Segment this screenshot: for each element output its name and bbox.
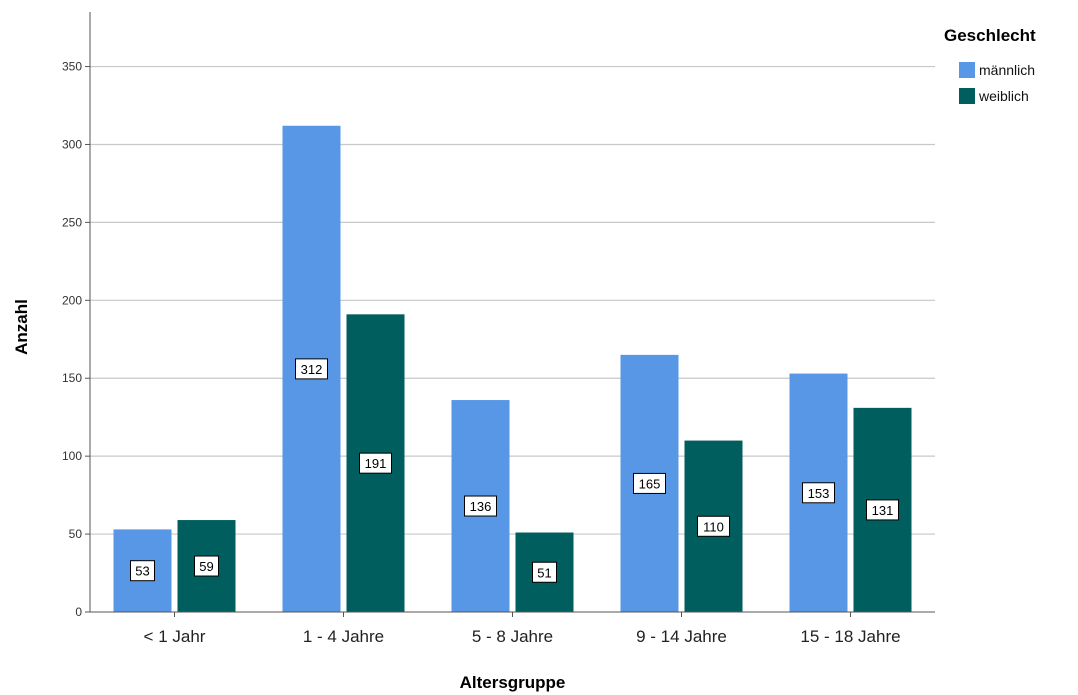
bars	[113, 125, 912, 612]
data-label-box	[532, 561, 557, 583]
data-label-box	[130, 560, 155, 582]
data-label: 153	[808, 486, 830, 501]
x-axis-title: Altersgruppe	[460, 673, 566, 692]
data-label: 53	[135, 564, 149, 579]
data-label: 312	[301, 362, 323, 377]
data-label: 59	[199, 559, 213, 574]
data-label: 110	[703, 519, 724, 534]
data-label: 191	[365, 456, 387, 471]
legend-label: männlich	[979, 62, 1035, 78]
x-category-label: 5 - 8 Jahre	[472, 627, 553, 646]
x-category-label: 15 - 18 Jahre	[800, 627, 900, 646]
data-label-box	[194, 555, 219, 577]
legend: Geschlecht männlich weiblich	[944, 26, 1036, 104]
legend-label: weiblich	[978, 88, 1029, 104]
data-label-box	[866, 499, 899, 521]
y-tick-label: 200	[62, 293, 82, 307]
y-tick-label: 50	[69, 527, 83, 541]
y-tick-label: 100	[62, 449, 82, 463]
gridlines	[90, 65, 935, 535]
legend-title: Geschlecht	[944, 26, 1036, 45]
data-label-box	[633, 472, 666, 494]
data-label-box	[464, 495, 497, 517]
data-label: 136	[470, 499, 492, 514]
data-label-box	[359, 452, 392, 474]
y-tick-label: 250	[62, 215, 82, 229]
data-labels: 53 59 312 191 136 51 165 110 153 131	[130, 358, 899, 583]
data-label-box	[697, 515, 730, 537]
data-label-box	[802, 482, 835, 504]
y-tick-label: 150	[62, 371, 82, 385]
legend-swatch	[959, 62, 975, 78]
legend-swatch	[959, 88, 975, 104]
x-category-label: < 1 Jahr	[144, 627, 206, 646]
data-label: 131	[872, 503, 894, 518]
y-axis-title: Anzahl	[12, 299, 31, 355]
y-axis-ticks: 0 50 100 150 200 250 300 350	[62, 60, 90, 619]
y-tick-label: 300	[62, 137, 82, 151]
x-axis-categories: < 1 Jahr 1 - 4 Jahre 5 - 8 Jahre 9 - 14 Jah…	[144, 612, 901, 646]
y-tick-label: 0	[75, 605, 82, 619]
data-label: 51	[537, 565, 551, 580]
x-category-label: 1 - 4 Jahre	[303, 627, 384, 646]
x-category-label: 9 - 14 Jahre	[636, 627, 727, 646]
data-label-box	[295, 358, 328, 380]
data-label: 165	[639, 476, 661, 491]
y-tick-label: 350	[62, 60, 82, 74]
